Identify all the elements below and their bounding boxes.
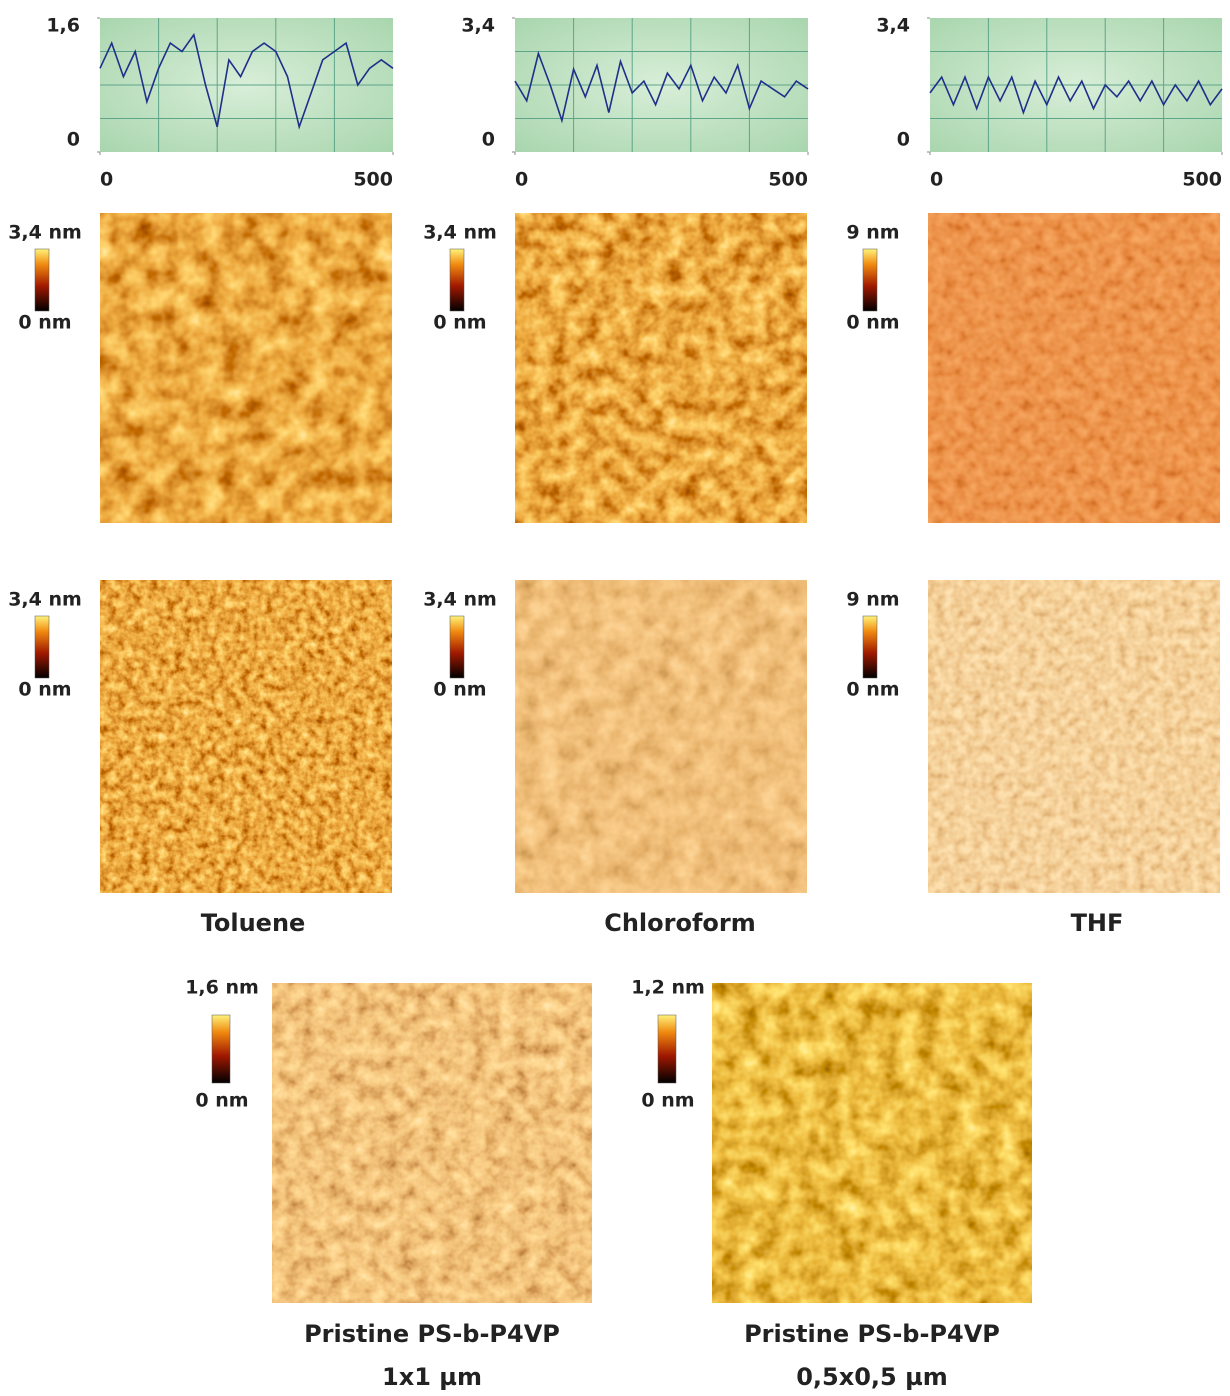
afm-image [100, 213, 392, 523]
colorbar [450, 616, 464, 678]
afm-image [515, 580, 807, 893]
scale-min-label: 0 nm [846, 312, 899, 334]
y-tick-label: 0 [482, 129, 495, 151]
afm-image [100, 580, 392, 893]
scale-min-label: 0 nm [433, 679, 486, 701]
y-tick-label: 3,4 [876, 15, 910, 37]
scale-min-label: 0 nm [195, 1090, 248, 1112]
colorbar [35, 616, 49, 678]
x-tick-label: 0 [515, 169, 528, 191]
colorbar [863, 249, 877, 311]
x-tick-label: 500 [353, 169, 393, 191]
scale-min-label: 0 nm [433, 312, 486, 334]
colorbar [863, 616, 877, 678]
colorbar [450, 249, 464, 311]
afm-image [928, 580, 1220, 893]
afm-image [515, 213, 807, 523]
size-label: 0,5x0,5 µm [796, 1363, 948, 1391]
colorbar [212, 1015, 230, 1083]
scale-max-label: 9 nm [846, 589, 899, 611]
size-label: 1x1 µm [382, 1363, 482, 1391]
scale-max-label: 3,4 nm [8, 222, 82, 244]
figure: 0 1,6 0 500 0 3,4 0 500 0 3,4 0 500 3,4 nm 0 nm 3,4 nm… [0, 0, 1230, 1396]
scale-min-label: 0 nm [18, 679, 71, 701]
scale-min-label: 0 nm [641, 1090, 694, 1112]
caption: Pristine PS-b-P4VP [744, 1320, 1000, 1348]
x-tick-label: 500 [1182, 169, 1222, 191]
scale-max-label: 3,4 nm [423, 222, 497, 244]
afm-image [928, 213, 1220, 523]
scale-max-label: 1,2 nm [631, 977, 705, 999]
caption: Toluene [201, 909, 306, 937]
scale-min-label: 0 nm [18, 312, 71, 334]
caption: Pristine PS-b-P4VP [304, 1320, 560, 1348]
y-tick-label: 1,6 [46, 15, 80, 37]
scale-max-label: 3,4 nm [423, 589, 497, 611]
y-tick-label: 0 [897, 129, 910, 151]
caption: Chloroform [604, 909, 756, 937]
x-tick-label: 0 [100, 169, 113, 191]
y-tick-label: 3,4 [461, 15, 495, 37]
caption: THF [1071, 909, 1124, 937]
scale-max-label: 1,6 nm [185, 977, 259, 999]
afm-image [272, 983, 592, 1303]
colorbar [658, 1015, 676, 1083]
scale-min-label: 0 nm [846, 679, 899, 701]
x-tick-label: 0 [930, 169, 943, 191]
scale-max-label: 9 nm [846, 222, 899, 244]
afm-image [712, 983, 1032, 1303]
x-tick-label: 500 [768, 169, 808, 191]
y-tick-label: 0 [67, 129, 80, 151]
colorbar [35, 249, 49, 311]
scale-max-label: 3,4 nm [8, 589, 82, 611]
